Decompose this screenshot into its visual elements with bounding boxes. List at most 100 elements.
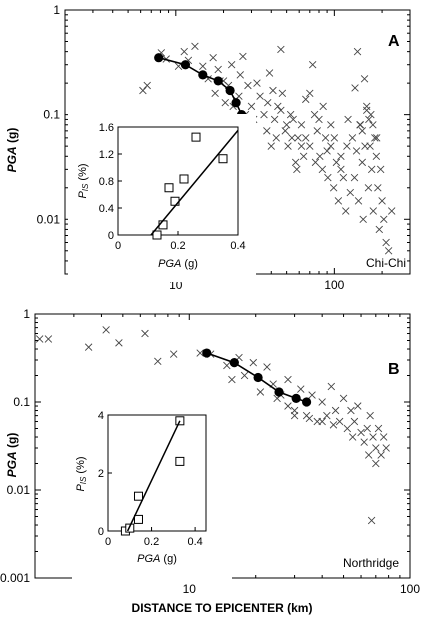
trend-line-dot [301,397,312,407]
data-point-cross [139,86,147,95]
y-tick-label: 0.1 [13,395,30,409]
data-point-cross [289,115,297,124]
data-point-cross [214,65,222,74]
data-point-cross [364,451,373,459]
data-point-cross [35,335,44,343]
data-point-cross [344,115,352,124]
data-point-cross [365,115,373,124]
data-point-cross [324,173,332,182]
data-point-cross [249,358,258,367]
inset-x-tick-label: 0.4 [230,240,245,252]
panel-b-annotation: Northridge [343,556,399,570]
data-point-cross [310,110,319,119]
data-point-cross [339,394,348,403]
data-point-cross [377,451,385,459]
data-point-cross [154,357,162,366]
data-point-cross [260,110,268,119]
data-point-cross [277,106,285,115]
inset-y-tick-label: 2 [98,468,104,480]
data-point-cross [372,459,380,468]
data-point-cross [299,152,308,161]
panel-b-trend-line [202,348,312,407]
data-point-cross [379,433,388,441]
data-point-cross [378,197,386,205]
data-point-cross [223,361,231,370]
y-tick-label: 0.1 [43,108,60,122]
data-point-cross [364,184,373,192]
inset-y-tick-label: 0.8 [99,176,114,188]
data-point-cross [284,402,292,410]
data-point-cross [264,99,272,107]
data-point-cross [239,52,247,61]
data-point-cross [356,121,364,129]
data-point-cross [141,329,149,338]
data-point-cross [372,444,380,452]
data-point-cross [228,375,236,384]
trend-line-dot [253,372,263,383]
data-point-cross [319,102,327,111]
data-point-cross [329,421,338,429]
data-point-cross [284,375,292,384]
data-point-cross [221,99,229,107]
inset-x-tick-label: 0.2 [144,536,159,548]
data-point-cross [358,158,366,167]
data-point-cross [227,60,236,69]
data-point-cross [350,417,359,426]
data-point-cross [339,173,348,182]
data-point-cross [329,184,338,192]
y-tick-label: 1 [53,3,60,17]
inset-data-square [218,154,228,164]
data-point-cross [281,127,289,135]
data-point-cross [278,89,287,98]
data-point-cross [342,207,350,215]
data-point-cross [297,121,306,129]
panel-a-letter: A [388,33,400,50]
inset-fit-line-path [150,129,239,236]
data-point-cross [318,165,327,174]
data-point-cross [284,142,292,150]
data-point-cross [199,62,207,70]
inset-data-square [133,514,143,524]
data-point-cross [291,158,300,167]
y-tick-label: 0.001 [0,571,30,585]
data-point-cross [367,165,376,174]
data-point-cross [343,142,351,150]
trend-line-dot [291,393,301,403]
data-point-cross [387,207,396,215]
data-point-cross [372,134,381,142]
data-point-cross [256,388,265,396]
data-point-cross [316,152,324,161]
data-point-cross [321,134,330,142]
data-point-cross [308,391,316,399]
data-point-cross [305,414,314,423]
y-tick-label: 1 [23,307,30,321]
data-point-cross [366,142,374,150]
panel-b-ticks: 1 0.1 0.01 0.001 10 100 [0,307,420,596]
data-point-cross [302,95,310,104]
data-point-cross [44,335,53,343]
data-point-cross [360,438,368,446]
data-point-cross [327,382,336,391]
data-point-cross [332,158,341,167]
data-point-cross [256,92,264,100]
data-point-cross [352,147,361,155]
data-point-cross [369,121,377,129]
data-point-cross [367,516,376,525]
panel-b-letter: B [388,361,400,378]
data-point-cross [382,444,390,452]
panel-a-inset-ticks: 0 0.4 0.8 1.2 1.6 0 0.2 0.4 [99,122,246,252]
inset-y-tick-label: 1.6 [99,122,114,134]
panel-a-inset-background [68,114,256,282]
panel-a-inset-fit-line [150,129,239,236]
panel-a-y-axis-label: PGA (g) [5,128,19,173]
inset-data-square [152,230,162,240]
data-point-cross [311,158,320,167]
data-point-cross [327,142,335,150]
data-point-cross [269,86,277,95]
inset-fit-line-path [126,420,181,532]
data-point-cross [357,428,365,437]
data-point-cross [366,411,374,420]
data-point-cross [313,127,321,135]
